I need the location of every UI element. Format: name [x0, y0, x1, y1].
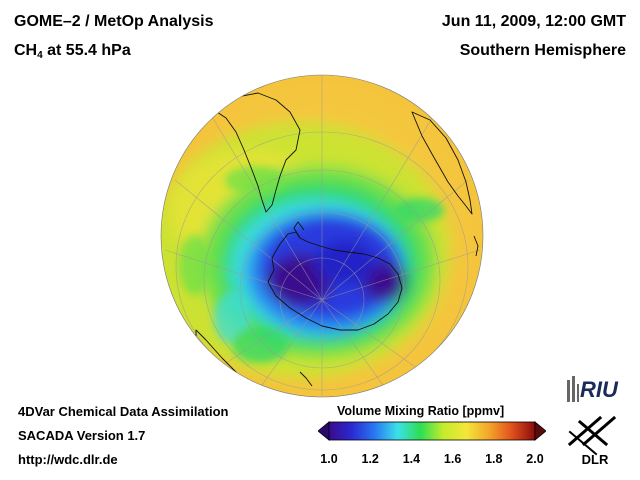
- species-label: CH: [14, 42, 38, 59]
- level-label: at 55.4 hPa: [47, 42, 131, 59]
- colorbar-high-arrow: [534, 421, 546, 441]
- colorbar-tick-label: 1.6: [443, 452, 462, 466]
- species-subscript: 4: [37, 50, 43, 61]
- coastline-africa: [411, 111, 473, 215]
- riu-logo: RIU: [567, 376, 619, 402]
- colorbar-tick-label: 1.4: [402, 452, 421, 466]
- coastline-antarctica: [267, 231, 403, 331]
- region-label: Southern Hemisphere: [459, 42, 626, 59]
- coastline-south-america: [213, 92, 301, 213]
- footer-line-3: http://wdc.dlr.de: [18, 452, 118, 467]
- globe-outline: [160, 74, 484, 398]
- species-level-label: CH4 at 55.4 hPa: [14, 42, 131, 61]
- riu-logo-text: RIU: [580, 377, 619, 402]
- footer-line-1: 4DVar Chemical Data Assimilation: [18, 404, 229, 419]
- colorbar-tick-label: 1.0: [320, 452, 338, 466]
- graticule: [164, 75, 481, 397]
- dlr-logo-text: DLR: [582, 452, 609, 466]
- colorbar-tick-label: 2.0: [526, 452, 544, 466]
- colorbar: [318, 421, 546, 441]
- colorbar-tick-label: 1.8: [485, 452, 503, 466]
- dlr-logo: DLR: [567, 415, 617, 466]
- riu-logo-tower: [567, 380, 570, 402]
- map-title: GOME–2 / MetOp Analysis: [14, 13, 214, 30]
- colorbar-low-arrow: [318, 421, 330, 441]
- colorbar-gradient: [328, 421, 536, 441]
- colorbar-title: Volume Mixing Ratio [ppmv]: [337, 404, 505, 418]
- datetime-label: Jun 11, 2009, 12:00 GMT: [441, 13, 626, 30]
- footer-line-2: SACADA Version 1.7: [18, 428, 146, 443]
- colorbar-tick-label: 1.2: [361, 452, 379, 466]
